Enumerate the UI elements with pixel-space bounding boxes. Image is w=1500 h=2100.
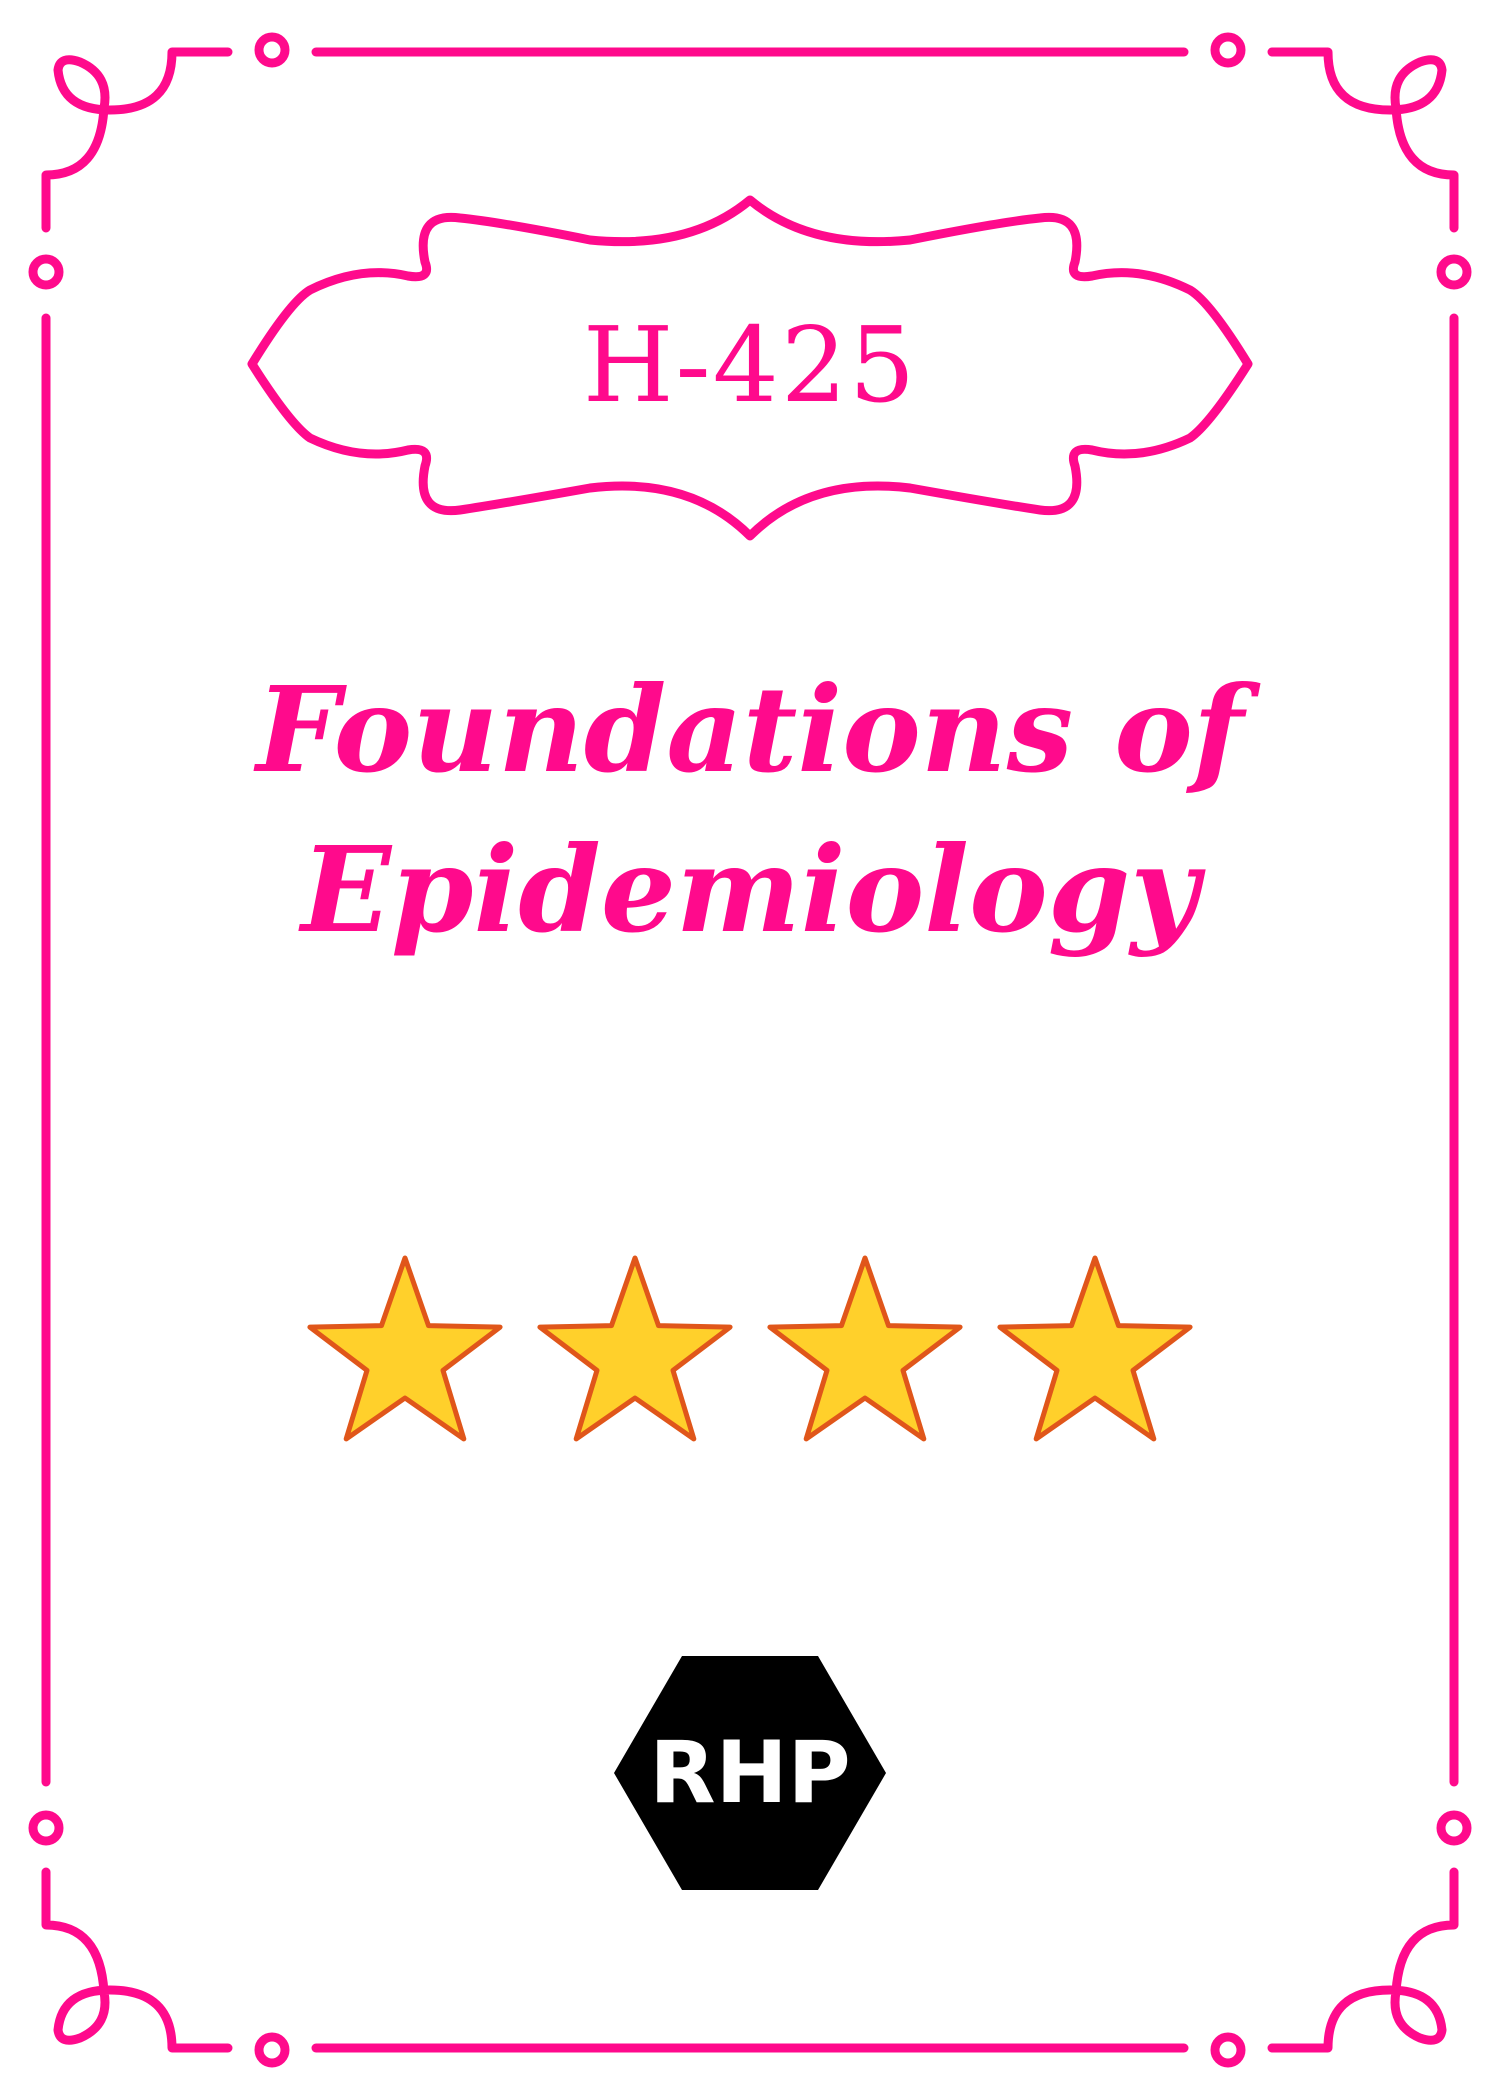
star-icon	[537, 1255, 733, 1442]
star-rating	[307, 1255, 1193, 1442]
star-icon	[767, 1255, 963, 1442]
publisher-logo-hexagon	[614, 1656, 886, 1890]
code-plaque-outline	[247, 195, 1253, 541]
publisher-logo-text: RHP	[649, 1723, 851, 1823]
star-icon	[997, 1255, 1193, 1442]
course-code: H-425	[582, 304, 918, 426]
book-title-line-1: Foundations of	[256, 660, 1244, 799]
book-title: Foundations of Epidemiology	[150, 650, 1350, 970]
book-title-line-2: Epidemiology	[301, 820, 1199, 959]
star-icon	[307, 1255, 503, 1442]
